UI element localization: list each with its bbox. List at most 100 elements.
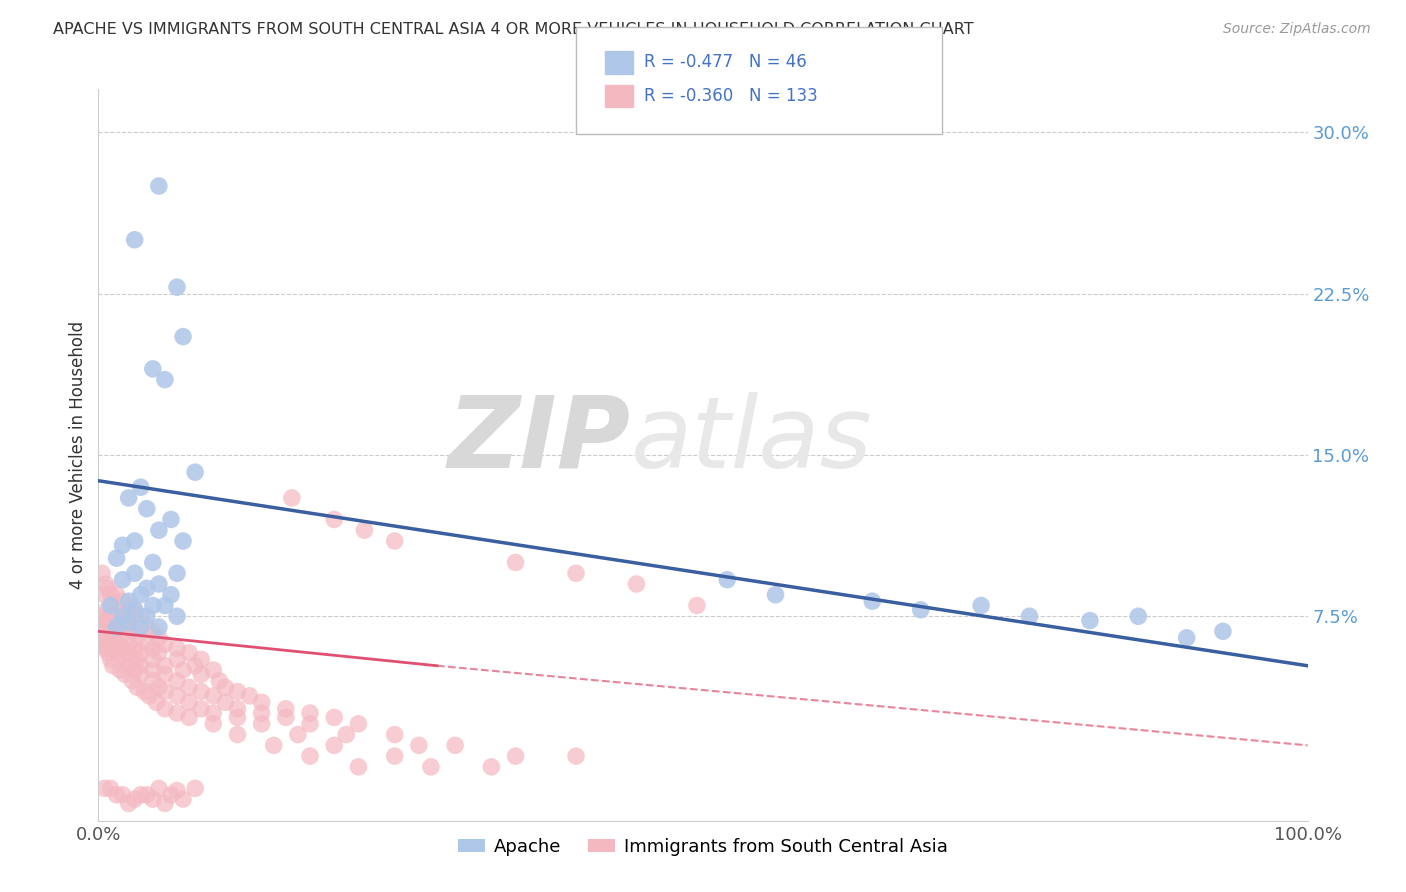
Point bbox=[166, 566, 188, 581]
Point bbox=[208, 673, 231, 688]
Point bbox=[100, 652, 122, 666]
Point bbox=[148, 781, 170, 796]
Point bbox=[166, 706, 188, 720]
Point bbox=[108, 631, 131, 645]
Point bbox=[172, 533, 194, 548]
Point bbox=[142, 792, 165, 806]
Point bbox=[111, 788, 134, 802]
Point bbox=[970, 599, 993, 613]
Point bbox=[98, 615, 121, 630]
Point bbox=[250, 706, 273, 720]
Text: R = -0.360   N = 133: R = -0.360 N = 133 bbox=[644, 87, 818, 105]
Point bbox=[108, 663, 131, 677]
Point bbox=[124, 533, 146, 548]
Point bbox=[138, 689, 160, 703]
Point bbox=[214, 695, 236, 709]
Point bbox=[686, 599, 709, 613]
Point bbox=[148, 631, 170, 645]
Point bbox=[142, 624, 165, 639]
Point bbox=[101, 594, 124, 608]
Point bbox=[129, 658, 152, 673]
Point bbox=[202, 663, 225, 677]
Point bbox=[184, 465, 207, 479]
Point bbox=[323, 512, 346, 526]
Point bbox=[287, 728, 309, 742]
Point bbox=[129, 588, 152, 602]
Point bbox=[142, 599, 165, 613]
Point bbox=[96, 603, 118, 617]
Point bbox=[626, 577, 648, 591]
Point bbox=[179, 646, 201, 660]
Point bbox=[105, 788, 128, 802]
Point bbox=[124, 624, 146, 639]
Point bbox=[118, 797, 141, 811]
Point bbox=[166, 673, 188, 688]
Point bbox=[148, 646, 170, 660]
Point bbox=[129, 646, 152, 660]
Point bbox=[114, 652, 136, 666]
Point bbox=[160, 588, 183, 602]
Point bbox=[384, 533, 406, 548]
Point bbox=[148, 620, 170, 634]
Point bbox=[111, 594, 134, 608]
Point bbox=[214, 680, 236, 694]
Point bbox=[190, 702, 212, 716]
Point bbox=[107, 637, 129, 651]
Point bbox=[565, 566, 588, 581]
Point bbox=[118, 658, 141, 673]
Point bbox=[101, 641, 124, 656]
Point bbox=[91, 609, 114, 624]
Point bbox=[420, 760, 443, 774]
Point bbox=[166, 689, 188, 703]
Point bbox=[408, 739, 430, 753]
Point bbox=[481, 760, 503, 774]
Point bbox=[105, 588, 128, 602]
Point bbox=[153, 658, 176, 673]
Point bbox=[124, 641, 146, 656]
Point bbox=[226, 728, 249, 742]
Point bbox=[97, 637, 120, 651]
Point bbox=[111, 538, 134, 552]
Point bbox=[184, 658, 207, 673]
Point bbox=[97, 646, 120, 660]
Point bbox=[166, 641, 188, 656]
Point bbox=[94, 641, 117, 656]
Point bbox=[153, 684, 176, 698]
Point bbox=[111, 620, 134, 634]
Point bbox=[134, 684, 156, 698]
Point bbox=[765, 588, 787, 602]
Point bbox=[202, 716, 225, 731]
Point bbox=[160, 512, 183, 526]
Point bbox=[135, 637, 157, 651]
Point bbox=[172, 329, 194, 343]
Point bbox=[1128, 609, 1150, 624]
Point bbox=[347, 760, 370, 774]
Point bbox=[250, 716, 273, 731]
Point bbox=[124, 233, 146, 247]
Point bbox=[129, 667, 152, 681]
Point bbox=[1212, 624, 1234, 639]
Point bbox=[299, 706, 322, 720]
Point bbox=[135, 620, 157, 634]
Point bbox=[239, 689, 262, 703]
Point bbox=[93, 615, 115, 630]
Point bbox=[281, 491, 304, 505]
Point bbox=[129, 620, 152, 634]
Point bbox=[148, 577, 170, 591]
Text: Source: ZipAtlas.com: Source: ZipAtlas.com bbox=[1223, 22, 1371, 37]
Point bbox=[347, 716, 370, 731]
Point bbox=[148, 179, 170, 194]
Point bbox=[91, 566, 114, 581]
Point bbox=[1078, 614, 1101, 628]
Point bbox=[202, 689, 225, 703]
Point bbox=[94, 577, 117, 591]
Point bbox=[100, 599, 122, 613]
Y-axis label: 4 or more Vehicles in Household: 4 or more Vehicles in Household bbox=[69, 321, 87, 589]
Point bbox=[127, 680, 149, 694]
Point bbox=[166, 783, 188, 797]
Point bbox=[142, 663, 165, 677]
Point bbox=[860, 594, 883, 608]
Point bbox=[93, 781, 115, 796]
Point bbox=[118, 646, 141, 660]
Point bbox=[153, 599, 176, 613]
